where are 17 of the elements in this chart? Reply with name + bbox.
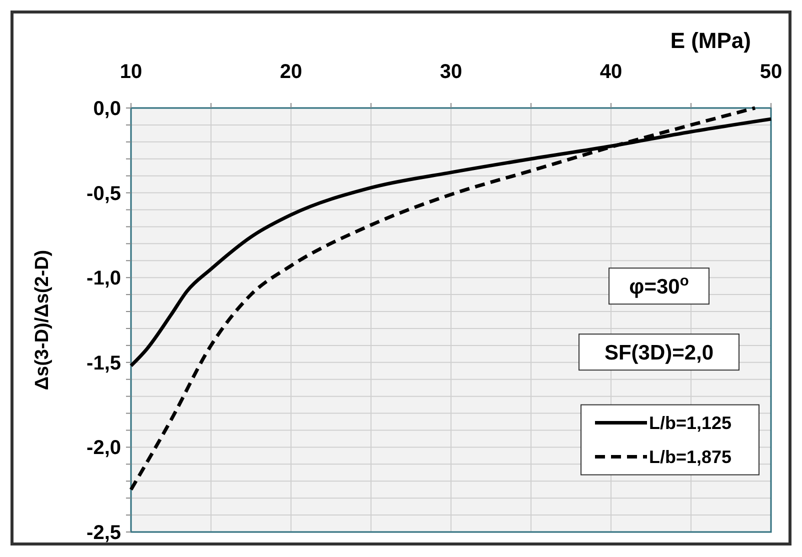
legend-label: L/b=1,125 [649, 413, 732, 434]
annotation: φ=30$^{o}$ [629, 273, 689, 298]
x-axis-title: E (MPa) [670, 28, 751, 53]
y-tick-label: -2,0 [86, 437, 121, 460]
y-axis-title: Δs(3-D)/Δs(2-D) [32, 250, 53, 390]
annotation: SF(3D)=2,0 [604, 341, 714, 364]
y-tick-label: -0,5 [86, 182, 121, 205]
y-tick-label: -1,0 [86, 268, 121, 290]
y-tick-label: -2,5 [86, 522, 121, 544]
x-tick-label: 10 [120, 61, 142, 83]
x-tick-label: 20 [280, 61, 302, 83]
y-tick-label: 0,0 [93, 98, 121, 120]
legend-label: L/b=1,875 [649, 447, 732, 468]
x-tick-label: 30 [440, 61, 462, 83]
y-tick-label: -1,5 [86, 352, 121, 374]
x-tick-label: 50 [760, 61, 782, 83]
x-tick-label: 40 [600, 61, 622, 83]
